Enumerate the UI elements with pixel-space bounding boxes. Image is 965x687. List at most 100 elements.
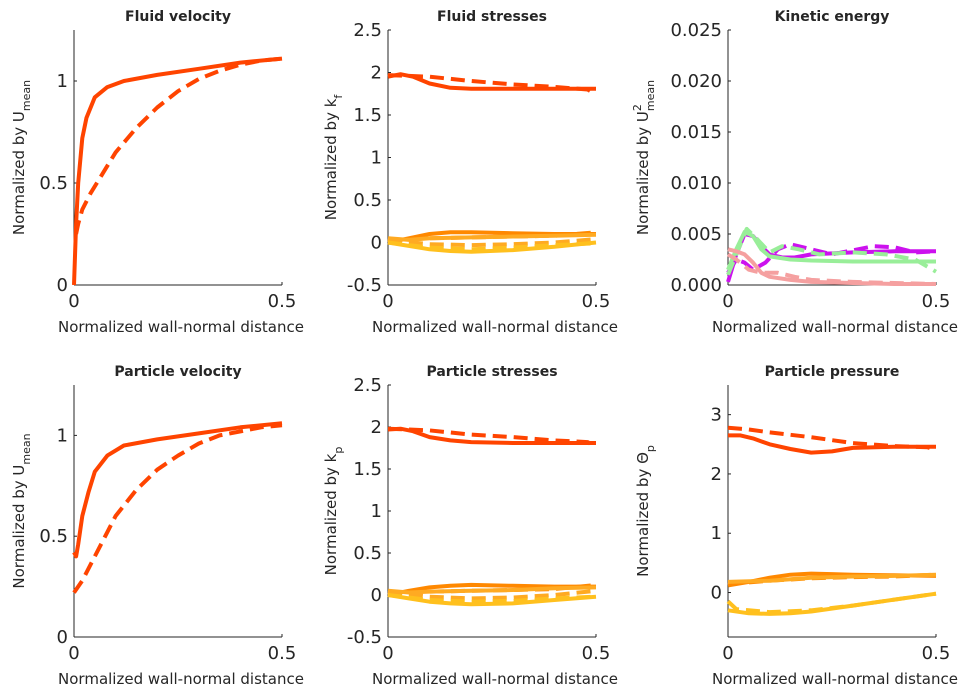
series-line-c1-solid — [387, 426, 596, 445]
y-tick-label: 1 — [57, 425, 68, 446]
y-tick-label: 2 — [711, 464, 722, 485]
y-tick-label: 1.5 — [353, 459, 382, 480]
series-line-c2-solid — [387, 582, 596, 597]
x-axis-label: Normalized wall-normal distance — [372, 318, 618, 336]
series-line-c1-solid — [72, 421, 283, 559]
y-axis-label-sub: p — [644, 445, 657, 452]
x-tick-label: 0 — [722, 643, 733, 664]
series-line-c4-dashed — [726, 591, 937, 615]
y-tick-label: 3 — [711, 405, 722, 426]
series-line-c3-solid — [387, 585, 597, 595]
x-tick-label: 0.5 — [268, 643, 297, 664]
x-tick-label: 0.5 — [582, 643, 611, 664]
x-tick-label: 0.5 — [582, 291, 611, 312]
y-tick-label: 1.5 — [353, 105, 382, 126]
x-tick-label: 0 — [382, 643, 393, 664]
y-tick-label: 2.5 — [353, 375, 382, 396]
x-tick-label: 0 — [722, 291, 733, 312]
y-tick-label: 0.5 — [39, 526, 68, 547]
series-line-green-dashed — [726, 226, 938, 276]
chart-panel-6: Particle pressure 0 1 2 3 0 0.5 Normalized wall… — [634, 364, 958, 687]
y-tick-label: -0.5 — [347, 627, 382, 648]
x-tick-label: 0.5 — [922, 643, 951, 664]
x-tick-label: 0 — [68, 291, 79, 312]
y-tick-label: 1 — [57, 71, 68, 92]
y-axis-label: Normalized by Umean — [10, 80, 33, 235]
x-axis-label: Normalized wall-normal distance — [58, 670, 304, 687]
chart-panel-4: Particle velocity 0 0.5 1 0 0.5 Normalized wal… — [10, 364, 304, 687]
x-axis-label: Normalized wall-normal distance — [372, 670, 618, 687]
y-axis-label-main: Normalized by Θ — [634, 452, 652, 577]
chart-panel-3: Kinetic energy 0.000 0.005 0.010 0.015 0.020 0… — [631, 9, 958, 336]
series-line-c1-dashed — [387, 426, 598, 449]
y-axis-label-sup: 2 — [631, 104, 644, 111]
x-tick-label: 0 — [68, 643, 79, 664]
x-tick-label: 0 — [382, 291, 393, 312]
y-tick-label: 0 — [371, 585, 382, 606]
x-tick-label: 0.5 — [268, 291, 297, 312]
y-axis-label-sub: mean — [20, 80, 33, 111]
y-axis-label-sub: mean — [20, 433, 33, 464]
y-axis-label: Normalized by Θp — [634, 445, 657, 577]
series-line-c3-dashed — [387, 237, 597, 248]
y-tick-label: 0 — [371, 233, 382, 254]
y-tick-label: 1 — [711, 523, 722, 544]
x-axis-label: Normalized wall-normal distance — [58, 318, 304, 336]
chart-panel-1: Fluid velocity 0 0.5 1 0 0.5 Normalized wall-n… — [10, 9, 304, 336]
y-tick-label: 0.025 — [670, 20, 722, 41]
series-line-c3-solid — [387, 232, 597, 242]
y-tick-label: 2 — [371, 63, 382, 84]
y-tick-label: 0.005 — [670, 224, 722, 245]
panel-title: Particle pressure — [765, 364, 900, 380]
series-line-c3-solid — [727, 572, 937, 584]
panel-title: Fluid stresses — [437, 9, 547, 25]
x-axis-label: Normalized wall-normal distance — [712, 670, 958, 687]
series-line-green-solid — [726, 230, 936, 271]
y-tick-label: 0.000 — [670, 275, 722, 296]
y-tick-label: 0 — [57, 627, 68, 648]
y-tick-label: 0.015 — [670, 122, 722, 143]
y-tick-label: 0.5 — [39, 173, 68, 194]
x-tick-label: 0.5 — [922, 291, 951, 312]
y-tick-label: 2.5 — [353, 20, 382, 41]
y-axis-label-main: Normalized by U — [10, 465, 28, 589]
panel-title: Particle velocity — [114, 364, 241, 380]
y-axis-label-main: Normalized by U — [634, 111, 652, 235]
x-axis-label: Normalized wall-normal distance — [712, 318, 958, 336]
y-tick-label: 0.010 — [670, 173, 722, 194]
panel-title: Fluid velocity — [125, 9, 231, 25]
series-line-pink-dashed — [726, 252, 937, 286]
series-line-c1-solid — [387, 72, 596, 91]
series-line-c1-solid — [72, 56, 283, 286]
chart-panel-5: Particle stresses-0.500.511.522.50 0.5Nor… — [322, 364, 618, 687]
series-line-c1-dashed — [72, 423, 283, 594]
y-tick-label: 0.5 — [353, 190, 382, 211]
y-tick-label: 1 — [371, 501, 382, 522]
y-tick-label: 0.5 — [353, 543, 382, 564]
panel-title: Particle stresses — [426, 364, 557, 380]
panel-title: Kinetic energy — [775, 9, 890, 25]
chart-panel-2: Fluid stresses-0.500.511.522.50 0.5Normal… — [322, 9, 618, 336]
y-axis-label: Normalized by kf — [322, 94, 345, 221]
series-line-purple-dashed — [726, 242, 937, 274]
y-tick-label: 0 — [711, 583, 722, 604]
y-tick-label: -0.5 — [347, 275, 382, 296]
series-line-pink-solid — [727, 247, 936, 286]
series-line-c3-dashed — [387, 588, 597, 601]
y-axis-label: Normalized by Umean — [10, 433, 33, 588]
y-axis-label-main: Normalized by k — [322, 98, 340, 220]
y-axis-label-main: Normalized by U — [10, 111, 28, 235]
y-axis-label-sub: p — [332, 447, 345, 454]
y-tick-label: 0 — [57, 275, 68, 296]
series-line-c1-solid — [728, 433, 936, 455]
y-axis-label-sub: mean — [644, 80, 657, 111]
y-tick-label: 2 — [371, 417, 382, 438]
y-tick-label: 1 — [371, 148, 382, 169]
y-axis-label-main: Normalized by k — [322, 453, 340, 575]
y-axis-label-sub: f — [332, 94, 345, 99]
series-line-c1-dashed — [387, 73, 598, 97]
y-axis-label: Normalized by U2mean — [631, 80, 657, 235]
y-axis-label: Normalized by kp — [322, 447, 345, 576]
series-line-c1-dashed — [727, 425, 937, 453]
